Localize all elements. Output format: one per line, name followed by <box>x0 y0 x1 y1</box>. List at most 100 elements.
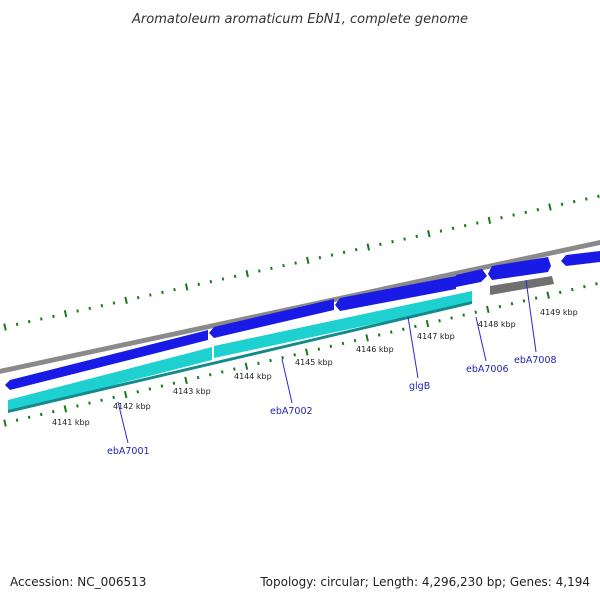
major-tick <box>184 376 188 385</box>
minor-tick <box>498 304 502 309</box>
forward-gene-arrow <box>488 257 551 280</box>
major-tick <box>245 270 249 278</box>
minor-tick <box>403 237 406 241</box>
gene-label: ebA7008 <box>514 355 557 366</box>
minor-tick <box>88 401 91 405</box>
minor-tick <box>341 341 345 346</box>
minor-tick <box>329 344 333 349</box>
major-tick <box>486 305 490 314</box>
tick-label: 4147 kbp <box>417 332 455 341</box>
reverse-gene-arrow <box>8 347 212 412</box>
minor-tick <box>233 274 237 279</box>
minor-tick <box>173 287 176 292</box>
tick-label: 4143 kbp <box>173 387 211 396</box>
minor-tick <box>282 263 285 268</box>
minor-tick <box>342 250 346 255</box>
minor-tick <box>402 327 405 331</box>
gene-label-line <box>525 279 537 353</box>
major-tick <box>63 310 68 318</box>
minor-tick <box>558 290 562 295</box>
gene-label-line <box>281 358 293 404</box>
minor-tick <box>100 398 103 402</box>
minor-tick <box>415 234 419 239</box>
minor-tick <box>379 242 382 247</box>
minor-tick <box>534 296 538 300</box>
forward-gene-arrow <box>335 276 456 311</box>
major-tick <box>546 291 550 299</box>
minor-tick <box>439 229 443 233</box>
minor-tick <box>475 221 479 225</box>
minor-tick <box>595 282 598 286</box>
minor-tick <box>257 361 260 366</box>
forward-gene-arrow <box>561 251 600 266</box>
minor-tick <box>462 313 465 317</box>
forward-gene-arrow <box>5 330 208 390</box>
reverse-gene-arrow <box>214 291 472 358</box>
minor-tick <box>100 303 104 308</box>
accession-text: Accession: NC_006513 <box>10 575 146 589</box>
major-tick <box>548 203 552 211</box>
minor-tick <box>88 306 92 311</box>
minor-tick <box>208 373 212 377</box>
minor-tick <box>160 384 164 388</box>
minor-tick <box>52 314 55 319</box>
minor-tick <box>269 358 272 363</box>
minor-tick <box>354 247 358 252</box>
minor-tick <box>570 287 574 292</box>
minor-tick <box>51 409 55 414</box>
minor-tick <box>136 390 140 394</box>
tick-label: 4148 kbp <box>478 320 516 329</box>
tick-label: 4144 kbp <box>234 372 272 381</box>
minor-tick <box>524 210 528 215</box>
major-tick <box>366 243 371 251</box>
gene-label-line <box>475 316 487 362</box>
major-tick <box>244 362 249 370</box>
major-tick <box>63 405 68 413</box>
minor-tick <box>281 355 284 360</box>
kbp-scale: 4141 kbp 4142 kbp 4143 kbp 4144 kbp 4145… <box>52 308 578 427</box>
minor-tick <box>377 333 381 337</box>
minor-tick <box>197 282 201 287</box>
minor-tick <box>209 279 213 284</box>
major-tick <box>487 216 492 224</box>
minor-tick <box>196 375 200 380</box>
minor-tick <box>414 324 417 329</box>
minor-tick <box>76 309 79 313</box>
minor-tick <box>474 310 478 314</box>
minor-tick <box>233 367 236 371</box>
gene-labels: ebA7001 ebA7002 glgB ebA7006 ebA7008 <box>107 355 557 457</box>
minor-tick <box>220 370 224 374</box>
reverse-gene-shadow <box>8 301 472 413</box>
inner-tick-ring <box>3 282 598 427</box>
minor-tick <box>330 253 334 257</box>
minor-tick <box>451 226 455 231</box>
major-tick <box>427 230 431 238</box>
gene-label-line <box>117 401 129 444</box>
minor-tick <box>293 353 297 357</box>
minor-tick <box>161 290 164 295</box>
tick-label: 4149 kbp <box>540 308 578 317</box>
minor-tick <box>112 395 115 400</box>
major-tick <box>425 319 430 328</box>
major-tick <box>304 348 309 356</box>
major-tick <box>306 256 310 264</box>
minor-tick <box>317 347 321 351</box>
gene-label: ebA7001 <box>107 446 150 457</box>
minor-tick <box>500 216 503 220</box>
gene-label: ebA7006 <box>466 364 509 375</box>
minor-tick <box>258 269 261 273</box>
gene-label: glgB <box>409 381 430 392</box>
minor-tick <box>76 404 79 408</box>
map-title: Aromatoleum aromaticum EbN1, complete ge… <box>131 12 468 27</box>
minor-tick <box>148 387 152 391</box>
minor-tick <box>584 197 588 201</box>
minor-tick <box>597 194 600 199</box>
minor-tick <box>294 261 297 265</box>
major-tick <box>124 296 128 304</box>
minor-tick <box>389 330 393 334</box>
gene-label-line <box>407 316 419 379</box>
minor-tick <box>39 412 43 417</box>
minor-tick <box>536 208 540 212</box>
minor-tick <box>510 302 514 306</box>
